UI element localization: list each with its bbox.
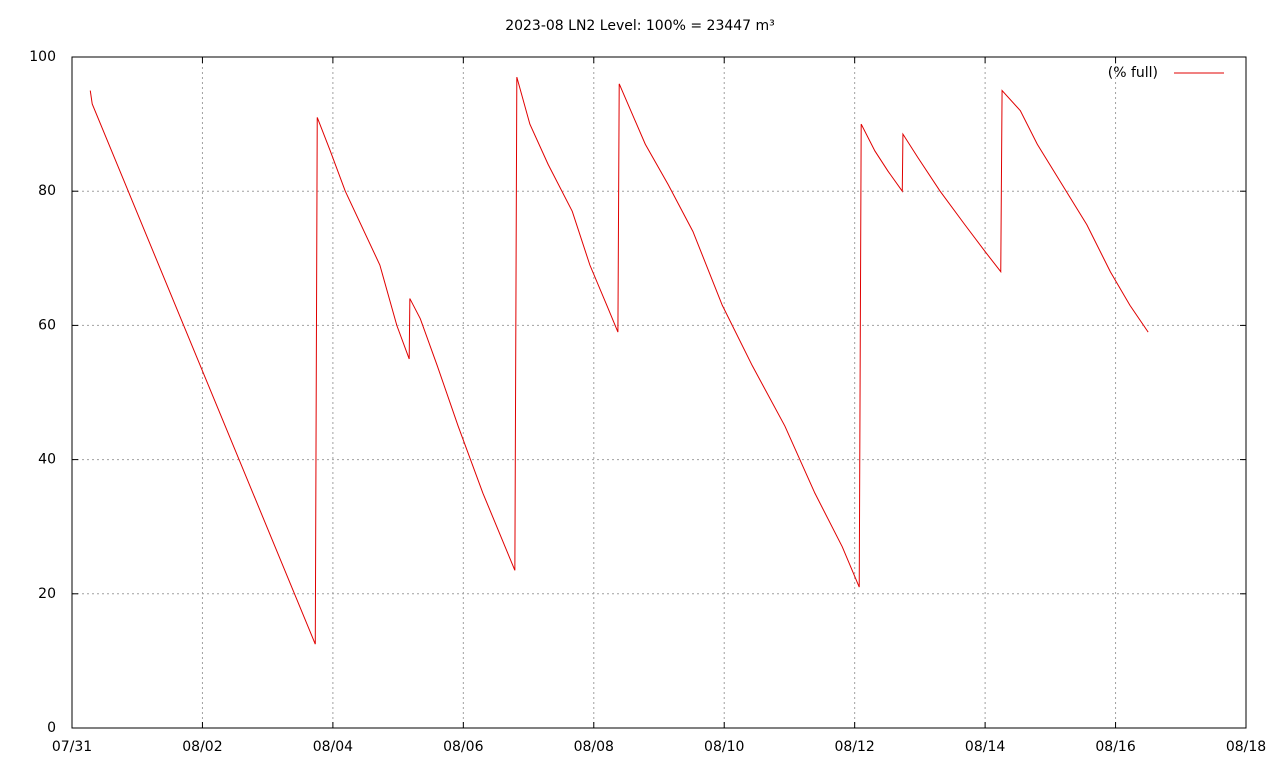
x-tick-label: 08/06 — [443, 739, 483, 755]
x-tick-label: 08/14 — [965, 739, 1005, 755]
x-tick-label: 08/02 — [182, 739, 222, 755]
data-line — [89, 76, 1149, 645]
plot-border — [71, 56, 1247, 729]
legend-label: (% full) — [1108, 65, 1158, 81]
x-tick-label: 07/31 — [52, 739, 92, 755]
y-tick-label: 0 — [47, 720, 56, 736]
x-tick-label: 08/18 — [1226, 739, 1266, 755]
x-tick-label: 08/08 — [574, 739, 614, 755]
x-tick-label: 08/16 — [1095, 739, 1135, 755]
y-tick-label: 20 — [38, 586, 56, 602]
y-tick-label: 80 — [38, 183, 56, 199]
y-tick-label: 40 — [38, 452, 56, 468]
y-tick-label: 60 — [38, 317, 56, 333]
y-tick-label: 100 — [29, 49, 56, 65]
x-tick-label: 08/10 — [704, 739, 744, 755]
chart-title: 2023-08 LN2 Level: 100% = 23447 m³ — [505, 18, 775, 34]
x-tick-label: 08/12 — [834, 739, 874, 755]
x-tick-label: 08/04 — [313, 739, 353, 755]
